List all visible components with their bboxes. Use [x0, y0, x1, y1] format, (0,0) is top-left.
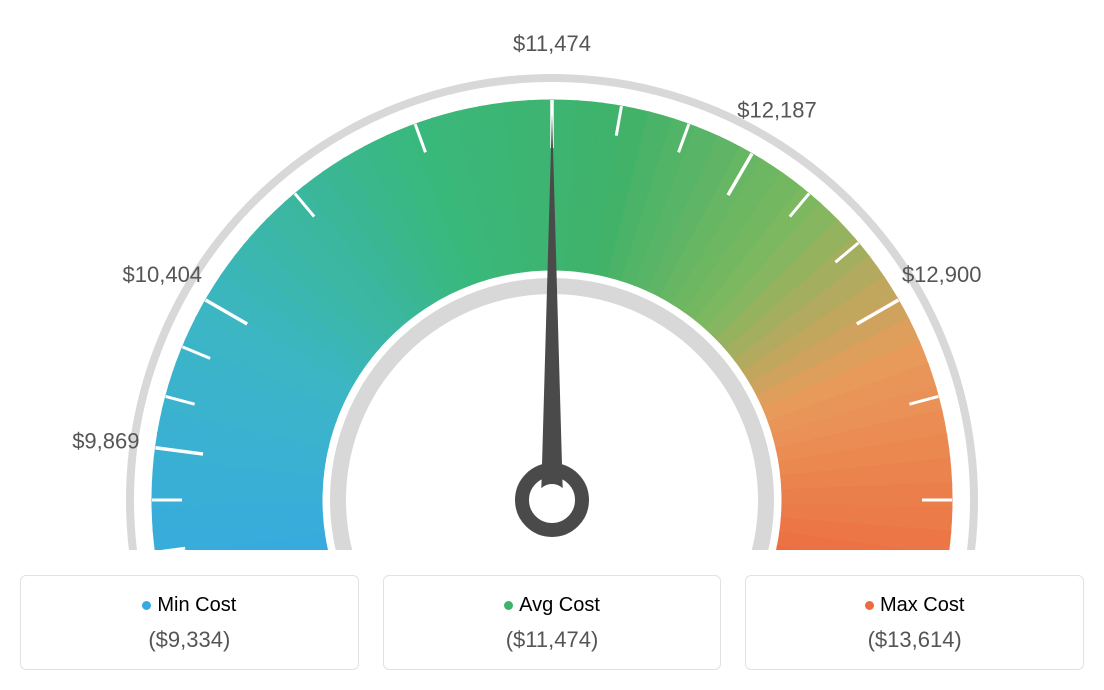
gauge-tick-label: $10,404	[123, 262, 203, 287]
avg-cost-value: ($11,474)	[396, 627, 709, 653]
avg-label-text: Avg Cost	[519, 594, 600, 616]
gauge-tick-label: $12,187	[737, 97, 817, 122]
max-dot-icon	[865, 601, 874, 610]
gauge-svg: $9,334$9,869$10,404$11,474$12,187$12,900…	[20, 20, 1084, 550]
gauge-tick-label: $11,474	[513, 31, 591, 56]
max-label-text: Max Cost	[880, 594, 964, 616]
min-cost-card: Min Cost ($9,334)	[20, 575, 359, 670]
min-cost-value: ($9,334)	[33, 627, 346, 653]
avg-dot-icon	[504, 601, 513, 610]
gauge-needle-hub-inner	[536, 484, 568, 516]
avg-cost-card: Avg Cost ($11,474)	[383, 575, 722, 670]
gauge-tick-label: $9,869	[72, 428, 139, 453]
max-cost-card: Max Cost ($13,614)	[745, 575, 1084, 670]
gauge-tick-label: $12,900	[902, 262, 982, 287]
min-cost-label: Min Cost	[33, 594, 346, 617]
avg-cost-label: Avg Cost	[396, 594, 709, 617]
min-dot-icon	[142, 601, 151, 610]
max-cost-label: Max Cost	[758, 594, 1071, 617]
max-cost-value: ($13,614)	[758, 627, 1071, 653]
gauge-chart: $9,334$9,869$10,404$11,474$12,187$12,900…	[20, 20, 1084, 555]
summary-cards: Min Cost ($9,334) Avg Cost ($11,474) Max…	[20, 575, 1084, 670]
min-label-text: Min Cost	[157, 594, 236, 616]
